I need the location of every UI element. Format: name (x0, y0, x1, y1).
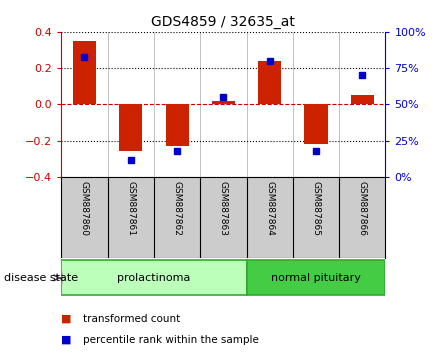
Bar (304, 104, 328, 144)
Text: GSM887865: GSM887865 (311, 181, 321, 236)
Bar (247, 261, 385, 295)
Text: GSM887862: GSM887862 (173, 181, 182, 236)
Text: GSM887861: GSM887861 (126, 181, 135, 236)
Bar (119, 104, 142, 151)
Bar (166, 104, 189, 146)
Bar (351, 95, 374, 104)
Text: transformed count: transformed count (83, 314, 180, 324)
Text: percentile rank within the sample: percentile rank within the sample (83, 335, 259, 345)
Text: GSM887866: GSM887866 (358, 181, 367, 236)
Polygon shape (61, 270, 62, 286)
Bar (73, 41, 96, 104)
Text: normal pituitary: normal pituitary (271, 273, 361, 283)
Bar (61, 261, 247, 295)
Text: prolactinoma: prolactinoma (117, 273, 191, 283)
Text: GSM887860: GSM887860 (80, 181, 89, 236)
Text: ■: ■ (61, 314, 72, 324)
Bar (258, 61, 281, 104)
Text: GSM887864: GSM887864 (265, 181, 274, 236)
Text: disease state: disease state (4, 273, 78, 283)
Text: GSM887863: GSM887863 (219, 181, 228, 236)
Title: GDS4859 / 32635_at: GDS4859 / 32635_at (152, 16, 295, 29)
Bar (212, 101, 235, 104)
Text: ■: ■ (61, 335, 72, 345)
